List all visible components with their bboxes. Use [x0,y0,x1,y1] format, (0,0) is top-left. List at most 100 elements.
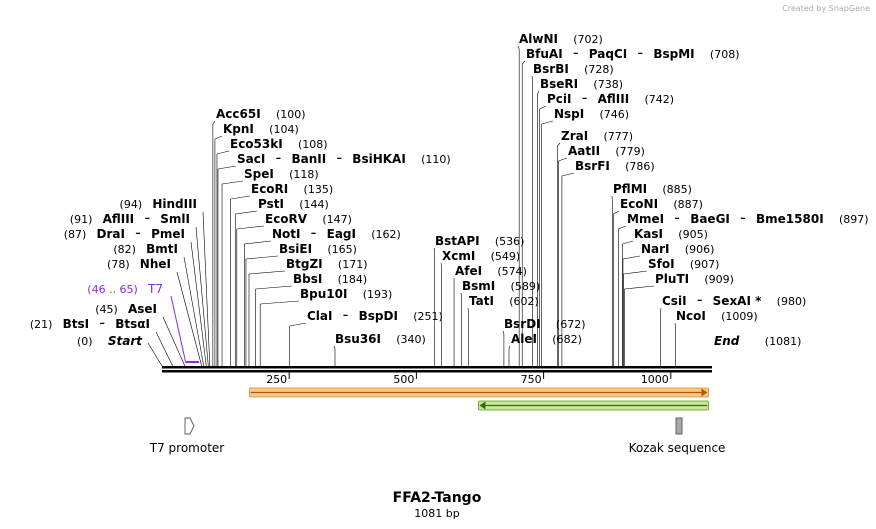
start-leader-line [147,342,163,367]
site-ecori: EcoRI (135) [251,182,334,196]
site-label: BseRI (738) [540,73,623,92]
site-label: NotI - EagI (162) [272,223,401,242]
site-leader-line [202,211,211,367]
site-label: ZraI (777) [561,125,633,144]
enzyme-name: AatII [568,144,600,158]
site-leader-line [541,120,554,125]
site-btsi: (21) BtsI - BtsαI [30,313,150,332]
enzyme-name: Bpu10I [300,287,347,301]
site-position: (108) [298,138,328,151]
site-leader-line [618,225,627,230]
site-leader-line [245,255,279,260]
site-position: (897) [839,213,869,226]
site-position: (251) [413,310,443,323]
site-leader-line [522,60,526,65]
site-lines [147,45,676,367]
site-alei: AleI (682) [511,332,582,346]
site-leader-line [217,165,237,170]
primer-name: T7 [147,282,163,296]
enzyme-name: AflIII [103,212,135,226]
site-acc65i: Acc65I (100) [216,103,306,122]
site-position: (708) [710,48,740,61]
enzyme-name: BsrBI [533,62,569,76]
site-psti: PstI (144) [258,197,329,211]
site-position: (906) [685,243,715,256]
site-label: BsrFI (786) [575,155,655,174]
enzyme-name: BspDI [359,309,398,323]
enzyme-name: PflMI [613,182,647,196]
site-leader-line [557,142,561,147]
site-position: (82) [113,243,136,256]
site-position: (682) [552,333,582,346]
site-position: (162) [371,228,401,241]
site-leader-line [622,240,634,245]
site-label: AlwNI (702) [519,28,603,47]
site-asei: (45) AseI [95,298,157,317]
site-position: (907) [690,258,720,271]
site-tati: TatI (602) [469,294,539,308]
site-leader-line [622,255,641,260]
site-position: (21) [30,318,53,331]
site-aatii: AatII (779) [568,140,645,159]
site-position: (905) [678,228,708,241]
site-leader-line [433,247,436,252]
site-pluti: PluTI (909) [655,268,734,287]
enzyme-name: CsiI [662,294,687,308]
site-position: (87) [64,228,87,241]
kozak-sequence: Kozak sequence [629,417,726,455]
site-bseri: BseRI (738) [540,73,623,92]
enzyme-name: BtsαI [115,317,150,331]
site-leader-line [235,210,258,215]
site-label: SfoI (907) [648,253,719,272]
site-label: BstAPI (536) [435,230,524,249]
feature-label: T7 promoter [149,441,225,455]
site-label: KpnI (104) [223,118,299,137]
enzyme-name: BseRI [540,77,578,91]
site-bfuai: BfuAI - PaqCI - BspMI (708) [526,43,740,62]
site-leader-line [561,172,575,177]
enzyme-name: BsmI [462,279,495,293]
end-label: End (1081) [714,330,801,349]
enzyme-name: BstAPI [435,234,480,248]
site-position: (45) [95,303,118,316]
site-label: PluTI (909) [655,268,734,287]
site-label: (78) NheI [107,253,171,272]
site-position: (602) [509,295,539,308]
enzyme-name: MmeI [627,212,664,226]
site-label: SpeI (118) [244,163,319,182]
site-label: (21) BtsI - BtsαI [30,313,150,332]
site-saci: SacI - BanII - BsiHKAI (110) [237,148,451,167]
features: T7 promoter Kozak sequence [149,417,726,455]
site-bbsi: BbsI (184) [293,272,368,286]
site-label: (45) AseI [95,298,157,317]
site-leader-line [221,180,244,185]
site-position: (135) [304,183,334,196]
site-spei: SpeI (118) [244,163,319,182]
axis-tick-label: 1000 [641,373,669,386]
site-ecorv: EcoRV (147) [265,212,352,226]
site-position: (184) [338,273,368,286]
site-hindiii: (94) HindIII [120,197,197,211]
site-position: (672) [556,318,586,331]
orf-orange-arrowhead [701,388,708,397]
site-bsrfi: BsrFI (786) [575,155,655,174]
site-label: PflMI (885) [613,178,692,197]
site-position: (738) [593,78,623,91]
site-leader-line [236,225,265,230]
site-bsrbi: BsrBI (728) [533,62,614,76]
enzyme-name: NotI [272,227,301,241]
enzyme-name: BmtI [146,242,178,256]
site-position: (144) [299,198,329,211]
site-labels: (21) BtsI - BtsαI(45) AseI (78) NheI(82) … [30,28,869,363]
t7-promoter: T7 promoter [149,417,225,455]
site-leader-line [155,331,173,367]
site-label: AatII (779) [568,140,645,159]
site-position: (165) [327,243,357,256]
site-leader-line [176,271,202,367]
site-leader-line [216,150,230,155]
site-label: Acc65I (100) [216,103,306,122]
site-label: Bsu36I (340) [335,328,426,347]
feature-label: Kozak sequence [629,441,726,455]
site-label: BsiEI (165) [279,238,357,257]
